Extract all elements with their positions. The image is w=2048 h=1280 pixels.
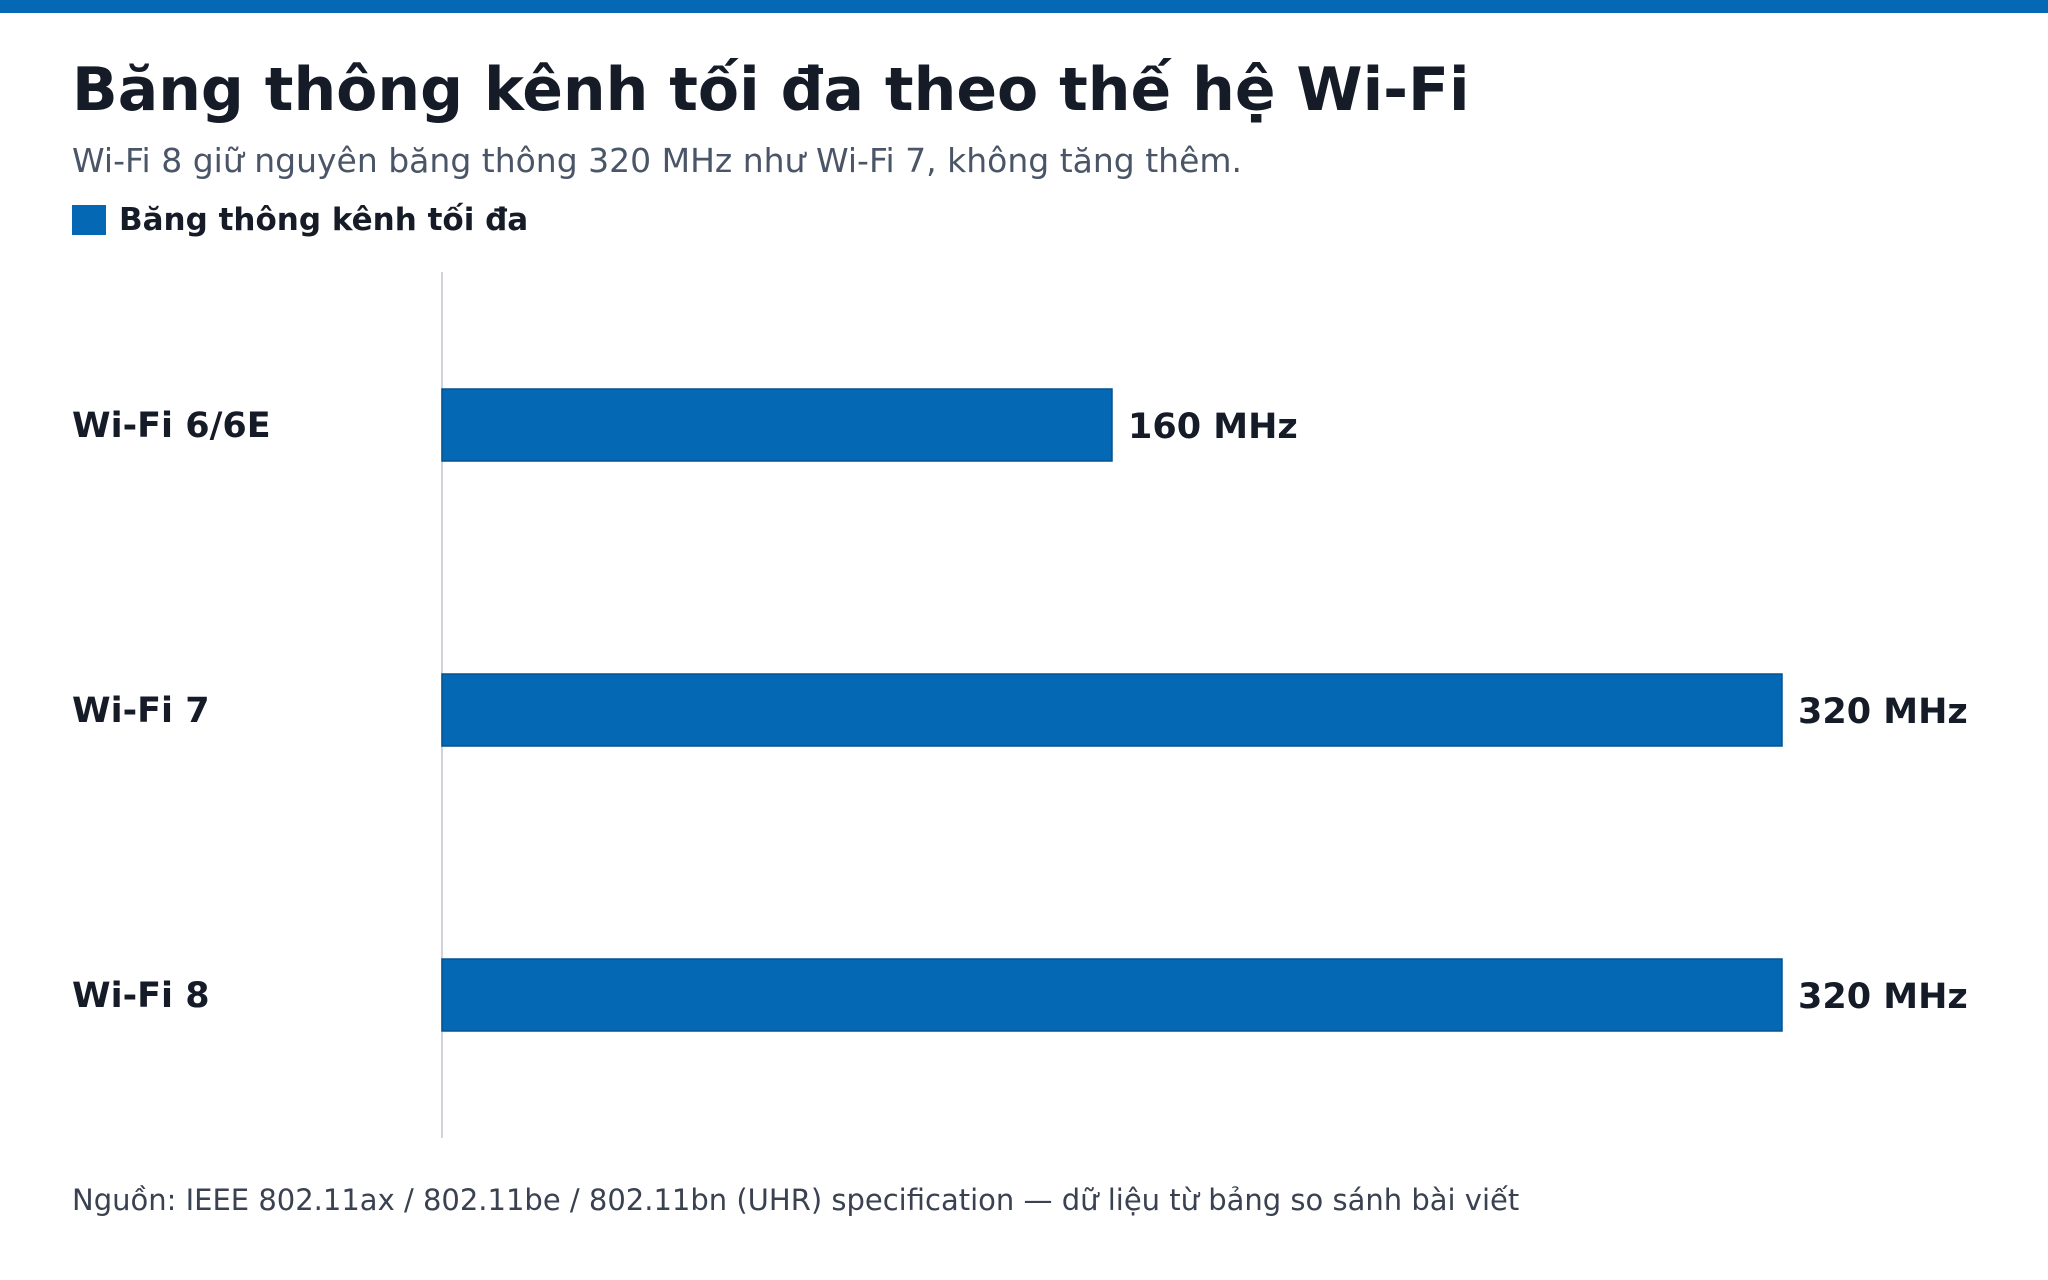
bar xyxy=(441,673,1783,747)
value-label: 320 MHz xyxy=(1798,977,1968,1017)
legend-label: Băng thông kênh tối đa xyxy=(119,202,529,238)
bar xyxy=(441,958,1783,1032)
legend: Băng thông kênh tối đa xyxy=(72,200,528,240)
category-label: Wi-Fi 6/6E xyxy=(72,406,271,446)
top-accent-bar xyxy=(0,0,2048,13)
value-label: 160 MHz xyxy=(1128,407,1298,447)
category-label: Wi-Fi 7 xyxy=(72,691,210,731)
bar-chart: Wi-Fi 6/6E 160 MHz Wi-Fi 7 320 MHz Wi-Fi 8 32… xyxy=(72,272,1968,1138)
value-label: 320 MHz xyxy=(1798,692,1968,732)
category-label: Wi-Fi 8 xyxy=(72,976,210,1016)
source-note: Nguồn: IEEE 802.11ax / 802.11be / 802.11… xyxy=(72,1183,1520,1217)
legend-swatch xyxy=(72,205,106,235)
chart-title: Băng thông kênh tối đa theo thế hệ Wi-Fi xyxy=(72,55,1470,125)
chart-subtitle: Wi-Fi 8 giữ nguyên băng thông 320 MHz nh… xyxy=(72,141,1243,180)
bar xyxy=(441,388,1113,462)
